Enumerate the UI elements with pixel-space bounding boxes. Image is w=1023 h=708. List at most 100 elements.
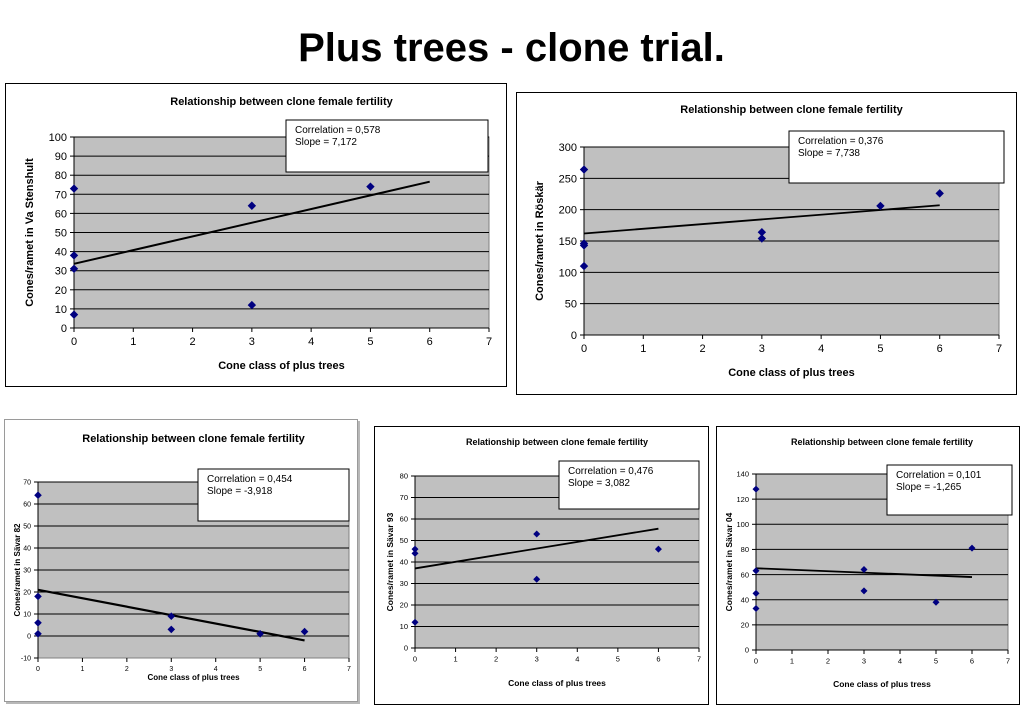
chart-title: Relationship between clone female fertil…	[791, 437, 973, 447]
y-tick-label: 40	[741, 595, 749, 604]
y-tick-label: 100	[559, 267, 577, 279]
annotation-box	[886, 464, 1013, 516]
annotation-text: Correlation = 0,454	[207, 474, 293, 485]
annotation-text: Slope = 3,082	[568, 478, 630, 489]
x-tick-label: 7	[347, 666, 351, 673]
x-tick-label: 2	[700, 343, 706, 355]
data-point	[69, 310, 79, 319]
y-axis-label: Cones/ramet in Sävar 82	[13, 523, 22, 616]
x-tick-label: 2	[190, 336, 196, 348]
chart-title: Relationship between clone female fertil…	[82, 433, 305, 445]
x-tick-label: 3	[862, 657, 866, 666]
annotation-box	[558, 460, 700, 510]
y-tick-label: 30	[400, 579, 408, 588]
x-tick-label: 2	[826, 657, 830, 666]
x-tick-label: 7	[697, 655, 701, 664]
data-point	[69, 264, 79, 273]
x-tick-label: 1	[790, 657, 794, 666]
y-tick-label: 0	[27, 634, 31, 641]
chart-title: Relationship between clone female fertil…	[170, 96, 393, 108]
y-tick-label: 60	[400, 515, 408, 524]
x-tick-label: 5	[934, 657, 938, 666]
y-tick-label: 20	[741, 621, 749, 630]
y-axis-label: Cones/ramet in Va Stenshult	[24, 158, 36, 307]
x-tick-label: 5	[367, 336, 373, 348]
y-tick-label: 0	[571, 330, 577, 342]
annotation-text: Slope = 7,738	[798, 148, 860, 159]
annotation-text: Slope = -1,265	[896, 482, 962, 493]
y-axis-label: Cones/ramet in Sävar 93	[385, 512, 395, 611]
chart-roskar-svg: Relationship between clone female fertil…	[534, 104, 1005, 379]
y-tick-label: 20	[55, 285, 67, 297]
x-tick-label: 3	[169, 666, 173, 673]
annotation-text: Correlation = 0,476	[568, 466, 654, 477]
y-tick-label: 80	[741, 545, 749, 554]
x-tick-label: 4	[308, 336, 314, 348]
annotation-box	[197, 468, 350, 522]
y-tick-label: 50	[565, 299, 577, 311]
chart-savar-93: Relationship between clone female fertil…	[374, 426, 709, 705]
data-point	[654, 545, 662, 553]
x-tick-label: 2	[494, 655, 498, 664]
annotation-text: Correlation = 0,578	[295, 125, 381, 136]
data-point	[34, 630, 42, 638]
x-tick-label: 5	[877, 343, 883, 355]
data-point	[411, 545, 419, 553]
x-tick-label: 7	[1006, 657, 1010, 666]
chart-title: Relationship between clone female fertil…	[680, 104, 903, 116]
y-tick-label: 0	[404, 644, 408, 653]
x-axis-label: Cone class of plus trees	[218, 360, 345, 372]
data-point	[366, 182, 375, 191]
y-tick-label: 80	[400, 472, 408, 481]
data-point	[411, 549, 419, 557]
y-tick-label: 100	[736, 520, 749, 529]
data-point	[752, 485, 760, 493]
x-tick-label: 6	[970, 657, 974, 666]
chart-savar-04-svg: Relationship between clone female fertil…	[724, 437, 1013, 689]
data-point	[752, 589, 760, 597]
x-tick-label: 3	[249, 336, 255, 348]
x-tick-label: 4	[575, 655, 579, 664]
data-point	[533, 530, 541, 538]
y-tick-label: 50	[55, 227, 67, 239]
data-point	[932, 598, 940, 606]
x-tick-label: 6	[427, 336, 433, 348]
chart-savar-82: Relationship between clone female fertil…	[4, 419, 358, 702]
data-point	[579, 261, 589, 271]
y-tick-label: 120	[736, 495, 749, 504]
x-tick-label: 0	[754, 657, 758, 666]
chart-va-stenshult: Relationship between clone female fertil…	[5, 83, 507, 387]
chart-va-stenshult-svg: Relationship between clone female fertil…	[24, 96, 492, 372]
data-point	[752, 605, 760, 613]
y-tick-label: 60	[23, 502, 31, 509]
data-point	[167, 625, 176, 634]
data-point	[860, 566, 868, 574]
data-point	[34, 619, 42, 627]
data-point	[533, 575, 541, 583]
annotation-text: Slope = 7,172	[295, 137, 357, 148]
y-tick-label: 250	[559, 173, 577, 185]
data-point	[757, 228, 767, 237]
x-tick-label: 1	[453, 655, 457, 664]
data-point	[752, 567, 760, 575]
y-tick-label: 60	[55, 208, 67, 220]
y-tick-label: 40	[23, 546, 31, 553]
x-tick-label: 1	[130, 336, 136, 348]
x-tick-label: 4	[214, 666, 218, 673]
y-tick-label: 10	[400, 622, 408, 631]
chart-savar-93-svg: Relationship between clone female fertil…	[385, 437, 701, 688]
y-tick-label: 10	[55, 304, 67, 316]
y-tick-label: 40	[55, 247, 67, 259]
x-tick-label: 5	[258, 666, 262, 673]
data-point	[300, 627, 309, 636]
y-tick-label: 50	[23, 524, 31, 531]
data-point	[579, 239, 589, 248]
y-tick-label: 200	[559, 205, 577, 217]
x-tick-label: 0	[413, 655, 417, 664]
y-tick-label: 150	[559, 236, 577, 248]
y-tick-label: 10	[23, 612, 31, 619]
annotation-box	[285, 119, 489, 173]
y-tick-label: -10	[21, 656, 31, 663]
x-tick-label: 2	[125, 666, 129, 673]
x-tick-label: 7	[996, 343, 1002, 355]
